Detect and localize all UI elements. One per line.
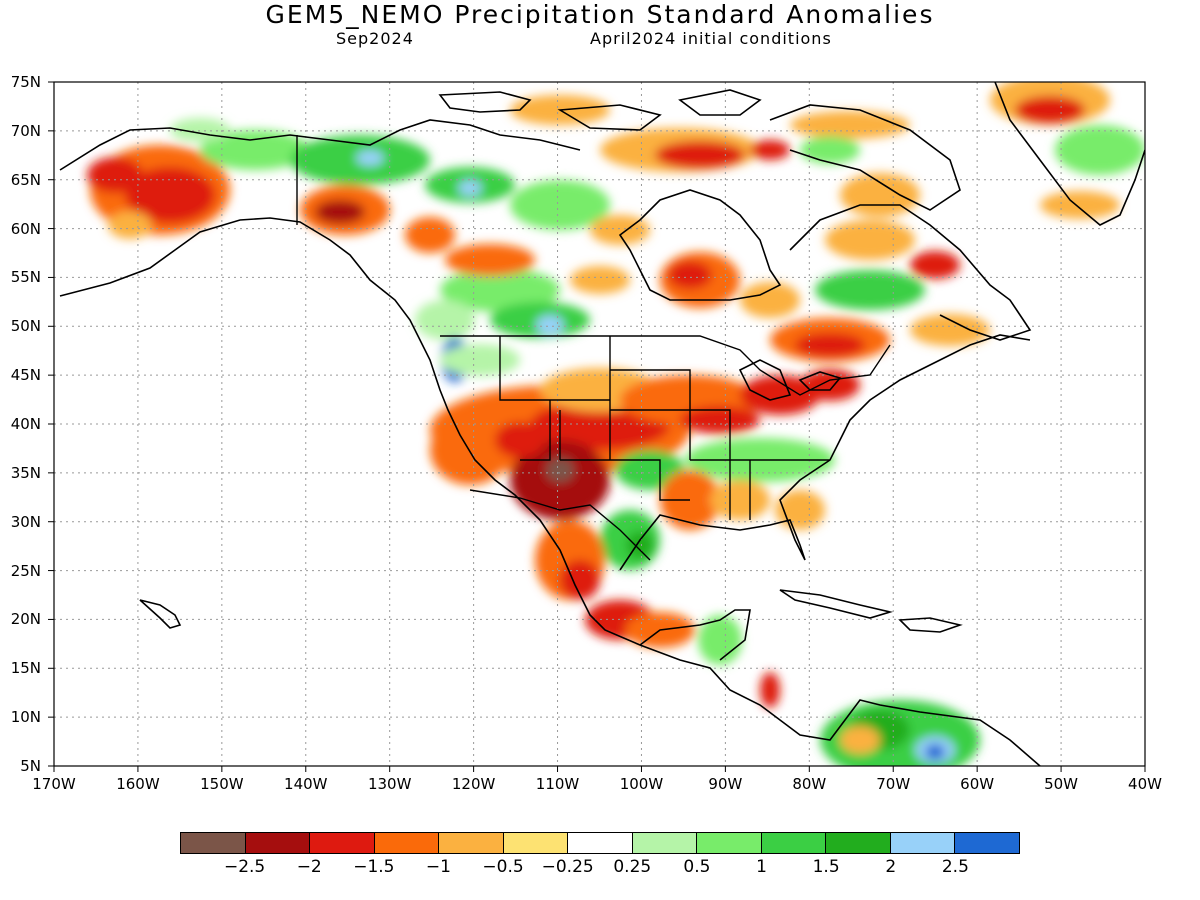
- lat-label: 35N: [10, 463, 41, 482]
- lat-label: 10N: [10, 708, 41, 727]
- lon-label: 120W: [451, 775, 496, 793]
- baffin-coastline: [769, 104, 961, 211]
- colorbar: [180, 832, 1020, 854]
- lon-label: 50W: [1044, 775, 1079, 793]
- state-lines: [499, 336, 830, 520]
- colorbar-swatch: [697, 833, 762, 853]
- colorbar-swatch: [890, 833, 956, 853]
- colorbar-tick-label: 0.5: [683, 857, 711, 877]
- lon-label: 90W: [708, 775, 743, 793]
- lat-label: 40N: [10, 415, 41, 433]
- colorbar-swatch: [761, 833, 827, 853]
- north-america-coastline: [59, 217, 1041, 766]
- hudson-bay-coastline: [618, 189, 782, 301]
- colorbar-tick-label: −0.5: [482, 857, 524, 877]
- lat-label: 25N: [10, 561, 41, 580]
- lon-label: 70W: [876, 775, 911, 793]
- hawaii-coastline: [139, 599, 182, 629]
- arctic-island-3: [678, 89, 762, 116]
- axis-ticks: [48, 81, 1146, 772]
- initial-conditions: April2024 initial conditions: [590, 29, 832, 48]
- hispaniola-coastline: [898, 617, 963, 633]
- colorbar-swatch: [439, 833, 504, 853]
- colorbar-swatch: [632, 833, 698, 853]
- colorbar-swatch: [181, 833, 246, 853]
- us-canada-border: [440, 335, 891, 396]
- gulf-coastline: [619, 334, 1031, 571]
- lat-label: 20N: [10, 610, 41, 629]
- lon-label: 130W: [367, 775, 412, 793]
- colorbar-tick-label: 2.5: [941, 857, 969, 877]
- colorbar-swatch: [568, 833, 633, 853]
- forecast-month: Sep2024: [336, 29, 414, 48]
- colorbar-swatch: [955, 833, 1019, 853]
- arctic-island-1: [438, 91, 532, 113]
- lon-label: 160W: [116, 775, 160, 793]
- lat-label: 65N: [10, 170, 41, 189]
- lon-label: 60W: [960, 775, 995, 793]
- yucatan-coastline: [639, 609, 751, 661]
- map-title: GEM5_NEMO Precipitation Standard Anomali…: [265, 0, 935, 29]
- lat-label: 70N: [10, 121, 41, 140]
- arctic-island-2: [557, 104, 662, 131]
- cuba-coastline: [779, 589, 894, 619]
- colorbar-swatch: [503, 833, 569, 853]
- lon-label: 100W: [619, 775, 664, 793]
- lon-label: 170W: [32, 775, 76, 793]
- colorbar-swatch: [310, 833, 375, 853]
- arctic-coastline: [59, 119, 581, 171]
- colorbar-tick-label: 0.25: [613, 857, 652, 877]
- lat-label: 30N: [10, 512, 41, 531]
- political-borders: [296, 135, 891, 561]
- colorbar-swatch: [245, 833, 311, 853]
- lon-label: 150W: [200, 775, 244, 793]
- colorbar-tick-label: −2.5: [223, 857, 266, 877]
- lon-label: 140W: [284, 775, 328, 793]
- lon-label: 80W: [792, 775, 827, 793]
- gridlines: [54, 82, 1145, 766]
- lat-label: 55N: [10, 268, 41, 287]
- us-mexico-border: [469, 489, 651, 561]
- lat-label: 15N: [10, 659, 41, 678]
- colorbar-tick-label: 2: [885, 857, 897, 877]
- lat-label: 50N: [10, 317, 41, 336]
- labrador-coastline: [789, 204, 1032, 341]
- coastlines: [59, 82, 1145, 766]
- colorbar-tick-label: −0.25: [541, 857, 594, 877]
- colorbar-swatch: [826, 833, 891, 853]
- colorbar-tick-label: −1.5: [353, 857, 395, 877]
- greenland-coastline: [994, 82, 1145, 226]
- colorbar-tick-label: −1: [425, 857, 451, 877]
- lat-label: 45N: [10, 366, 41, 385]
- lat-label: 60N: [10, 219, 41, 238]
- lon-label: 110W: [535, 775, 580, 793]
- colorbar-swatch: [374, 833, 440, 853]
- colorbar-tick-label: 1.5: [812, 857, 840, 877]
- colorbar-tick-label: −2: [296, 857, 322, 877]
- lon-label: 40W: [1128, 775, 1162, 793]
- great-lakes: [738, 359, 842, 401]
- lat-label: 75N: [10, 73, 41, 91]
- lat-label: 5N: [20, 757, 41, 775]
- colorbar-tick-label: 1: [756, 857, 767, 877]
